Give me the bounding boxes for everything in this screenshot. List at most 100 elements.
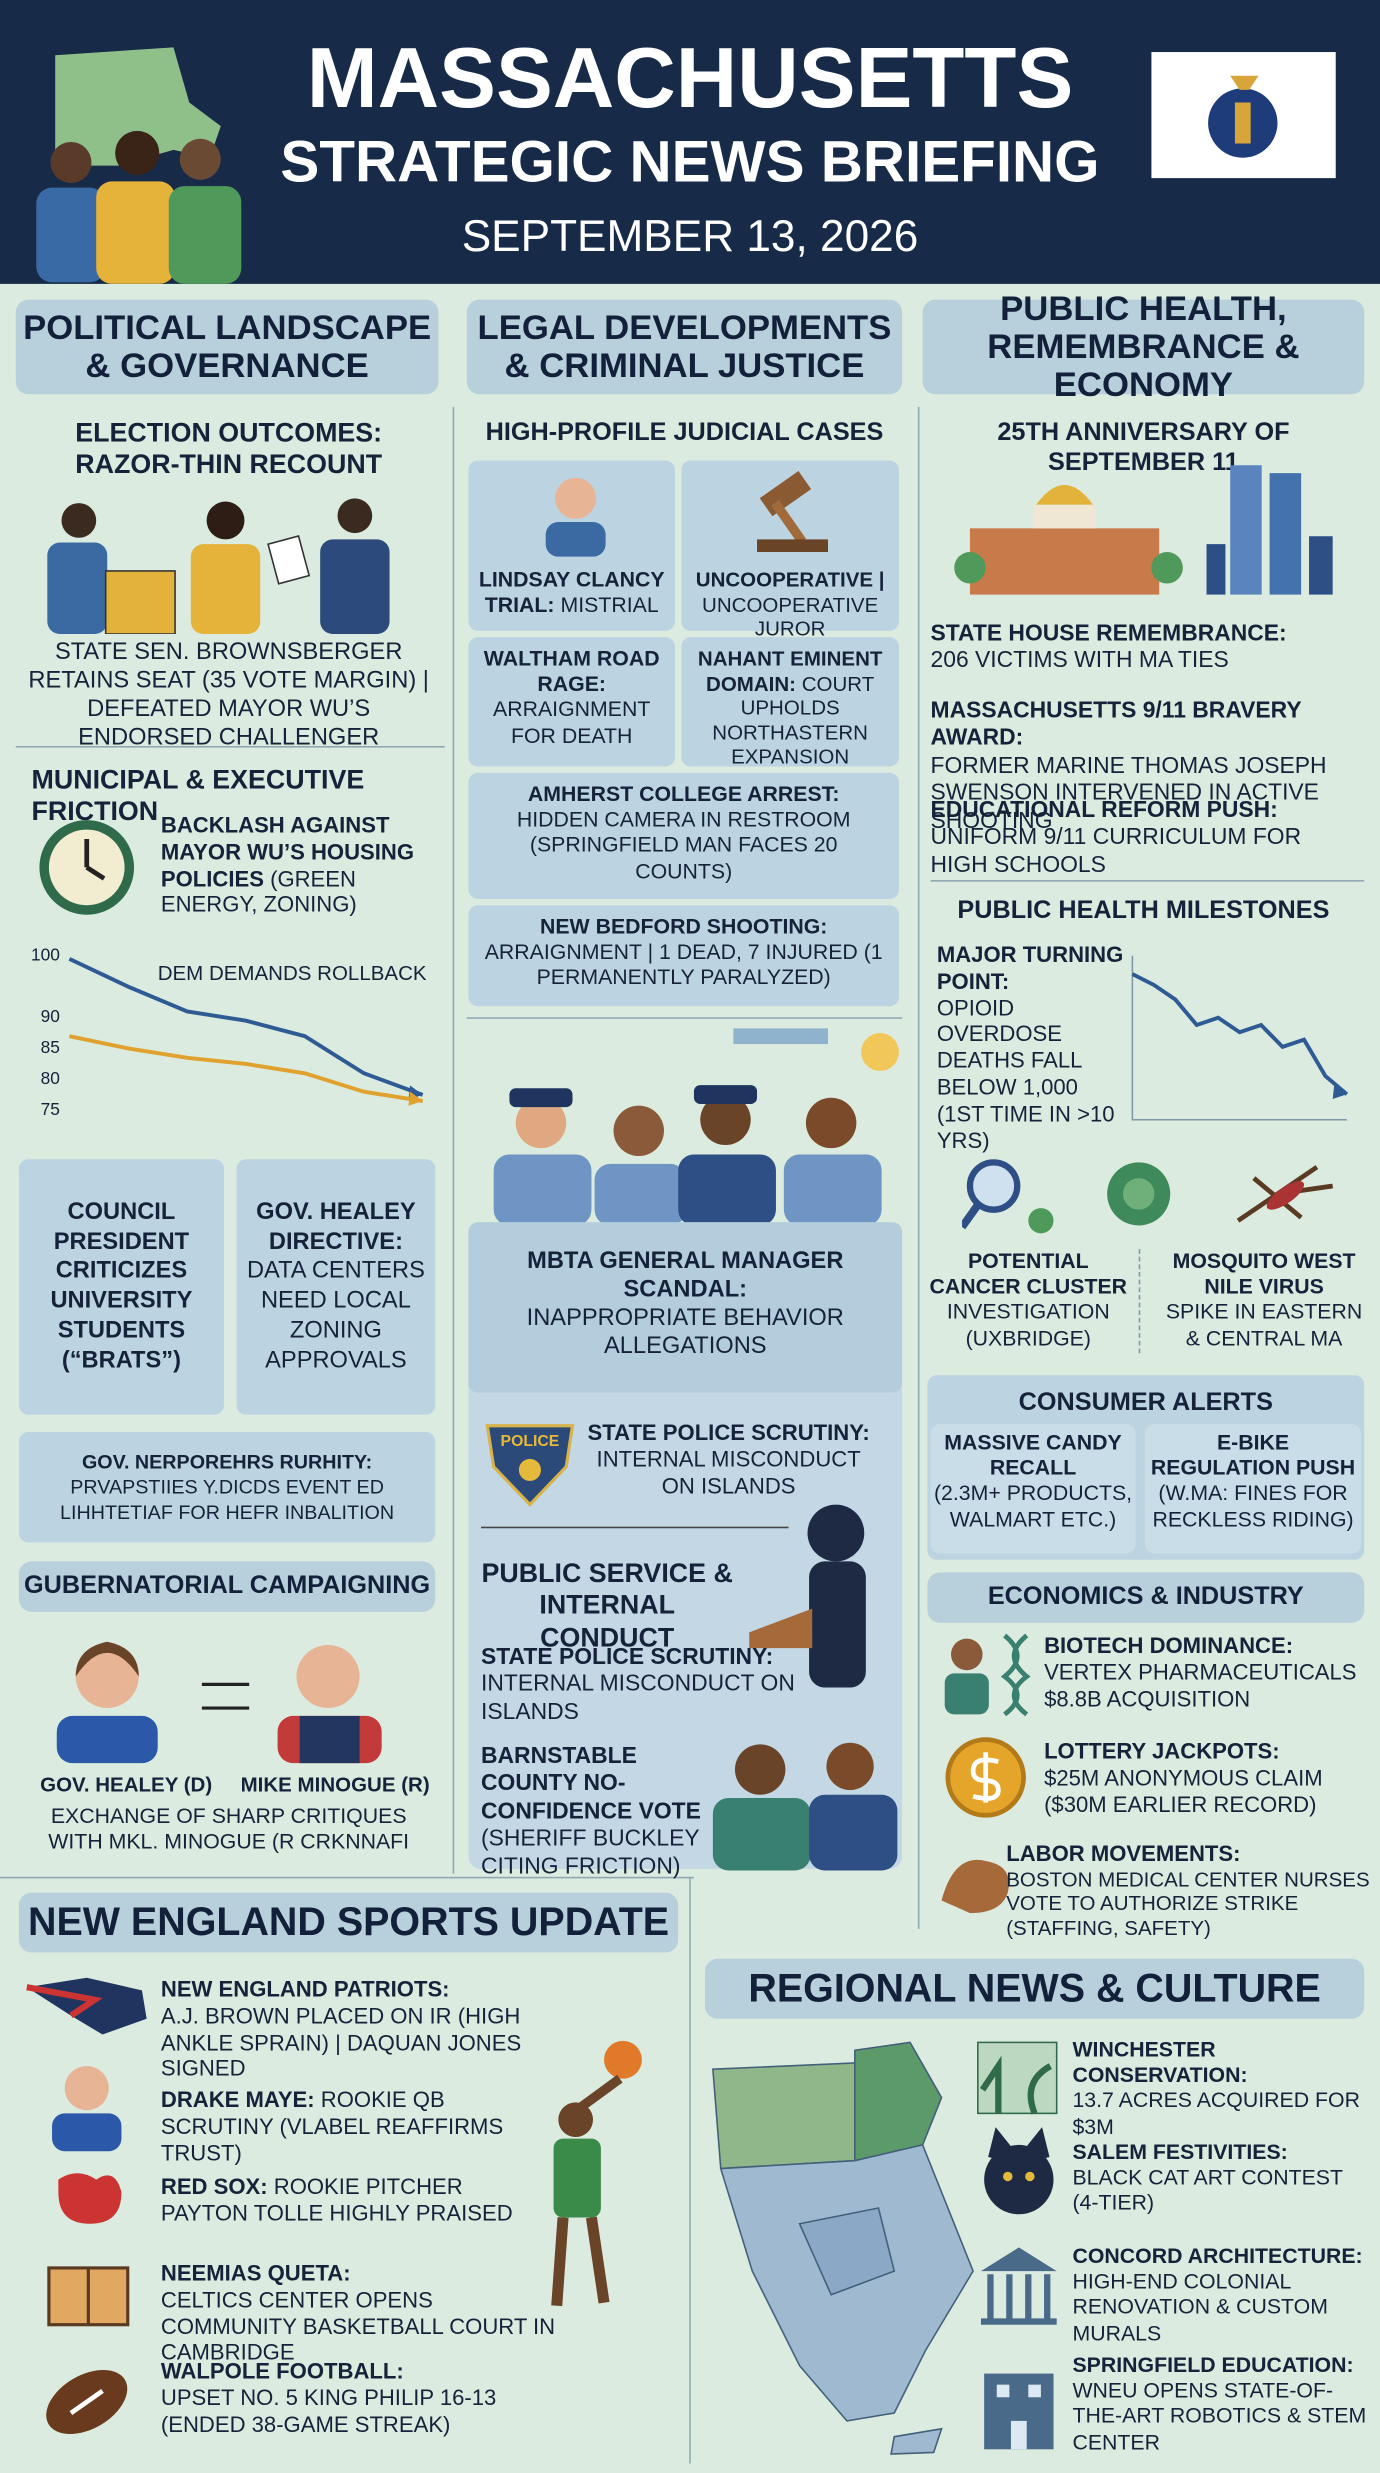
recall-title: MASSIVE CANDY RECALL <box>944 1430 1122 1480</box>
memorial-illustration <box>954 465 1333 595</box>
mosquito-text: SPIKE IN EASTERN & CENTRAL MA <box>1165 1300 1363 1350</box>
backlash-title: BACKLASH AGAINST MAYOR WU’S HOUSING POLI… <box>160 812 415 891</box>
divider <box>1138 1249 1141 1354</box>
directive: GOV. HEALEY DIRECTIVE: DATA CENTERS NEED … <box>237 1198 436 1375</box>
tower <box>1269 473 1302 595</box>
player-arm <box>576 2074 623 2113</box>
person <box>96 181 176 284</box>
remembrance-item: MASSACHUSETTS 9/11 BRAVERY AWARD: FORMER … <box>931 699 1365 836</box>
item-title: LOTTERY JACKPOTS: <box>1044 1738 1280 1764</box>
person <box>61 503 97 538</box>
y-tick-label: 80 <box>41 1068 60 1088</box>
candidate-label: GOV. HEALEY (D) <box>40 1772 213 1797</box>
cancer-text: INVESTIGATION (UXBRIDGE) <box>946 1300 1110 1350</box>
candidate-hair <box>75 1641 139 1677</box>
section-heading: PUBLIC HEALTH, REMEMBRANCE & ECONOMY <box>922 290 1365 403</box>
item-title: NEW ENGLAND PATRIOTS: <box>160 1976 450 2002</box>
map-region <box>712 2062 856 2170</box>
state-house <box>969 528 1160 595</box>
patriots-logo <box>26 1984 103 2019</box>
police2: STATE POLICE SCRUTINY: INTERNAL MISCONDU… <box>481 1645 796 1727</box>
opioid-title: MAJOR TURNING POINT: <box>936 941 1124 994</box>
item-title: DRAKE MAYE: <box>160 2086 315 2112</box>
case: AMHERST COLLEGE ARREST: HIDDEN CAMERA IN … <box>468 773 899 885</box>
divider <box>15 745 445 748</box>
police2-title: STATE POLICE SCRUTINY: <box>481 1644 774 1671</box>
tree <box>954 552 986 584</box>
magnifier <box>966 1159 1021 1213</box>
subheading: GUBERNATORIAL CAMPAIGNING <box>18 1561 436 1612</box>
officers-illustration <box>712 1742 898 1871</box>
directive-title: GOV. HEALEY DIRECTIVE: <box>256 1198 416 1255</box>
garbled-text: PRVAPSTIIES Y.DICDS EVENT ED LIHHTETIAF … <box>60 1476 395 1524</box>
regional-icons <box>977 2041 1058 2450</box>
barnstable-text: (SHERIFF BUCKLEY CITING FRICTION) <box>481 1826 700 1880</box>
person <box>50 141 92 183</box>
card: GOV. HEALEY DIRECTIVE: DATA CENTERS NEED … <box>236 1159 436 1415</box>
ebike: E-BIKE REGULATION PUSH (W.MA: FINES FOR R… <box>1145 1424 1361 1532</box>
colonial-columns <box>980 2274 1057 2325</box>
case-title: UNCOOPERATIVE | <box>695 567 885 592</box>
item-text: BOSTON MEDICAL CENTER NURSES VOTE TO AUT… <box>1006 1867 1370 1940</box>
tower <box>1230 465 1262 595</box>
badge-label: POLICE <box>501 1433 560 1450</box>
subheading: ELECTION OUTCOMES: RAZOR-THIN RECOUNT <box>75 417 383 481</box>
case-text: HIDDEN CAMERA IN RESTROOM (SPRINGFIELD M… <box>516 807 851 883</box>
divider <box>917 406 920 1929</box>
map-region <box>854 2041 943 2162</box>
candidate <box>296 1644 360 1709</box>
officer-illustration <box>749 1504 866 1688</box>
sports-item: DRAKE MAYE: ROOKIE QB SCRUTINY (VLABEL R… <box>161 2087 555 2166</box>
economy-item: BIOTECH DOMINANCE: VERTEX PHARMACEUTICALS… <box>1044 1632 1367 1711</box>
economy-item: LOTTERY JACKPOTS: $25M ANONYMOUS CLAIM ($… <box>1044 1738 1367 1817</box>
divider <box>689 1876 691 2464</box>
barnstable-title: BARNSTABLE COUNTY NO-CONFIDENCE VOTE <box>481 1744 701 1825</box>
mosquito: MOSQUITO WEST NILE VIRUS SPIKE IN EASTERN… <box>1164 1249 1364 1351</box>
gavel-handle <box>771 499 807 545</box>
sports-item: NEW ENGLAND PATRIOTS: A.J. BROWN PLACED O… <box>161 1976 587 2082</box>
sports-item: NEEMIAS QUETA: CELTICS CENTER OPENS COMMU… <box>161 2260 571 2366</box>
mbta-text: INAPPROPRIATE BEHAVIOR ALLEGATIONS <box>526 1304 844 1360</box>
tree <box>1151 552 1183 584</box>
case-card: NAHANT EMINENT DOMAIN: COURT UPHOLDS NOR… <box>681 637 899 769</box>
item-text: UNIFORM 9/11 CURRICULUM FOR HIGH SCHOOLS <box>930 825 1302 879</box>
item-text: ROOKIE QB SCRUTINY (VLABEL REAFFIRMS TRU… <box>160 2086 504 2165</box>
person <box>320 539 390 635</box>
line-series <box>68 1034 423 1103</box>
ebike-text: (W.MA: FINES FOR RECKLESS RIDING) <box>1152 1481 1354 1531</box>
sports-item: RED SOX: ROOKIE PITCHER PAYTON TOLLE HIG… <box>161 2173 524 2226</box>
candidates-illustration <box>56 1641 382 1764</box>
person <box>337 498 373 534</box>
divider <box>0 1876 694 1879</box>
helmet <box>807 1504 865 1562</box>
conservation <box>977 2041 1058 2115</box>
candidate <box>56 1715 158 1764</box>
state-shape <box>55 47 221 166</box>
line-series <box>68 957 424 1097</box>
card: MBTA GENERAL MANAGER SCANDAL: INAPPROPRIA… <box>468 1222 903 1393</box>
divider <box>481 1526 789 1529</box>
person <box>190 544 261 635</box>
clock-icon <box>39 820 135 915</box>
item-title: STATE HOUSE REMEMBRANCE: <box>930 621 1287 647</box>
item-title: WINCHESTER CONSERVATION: <box>1072 2037 1248 2087</box>
election-text: STATE SEN. BROWNSBERGER RETAINS SEAT (35… <box>28 638 429 751</box>
candidate-suit <box>299 1715 360 1764</box>
divider <box>466 1017 903 1019</box>
item-text: $25M ANONYMOUS CLAIM ($30M EARLIER RECOR… <box>1044 1764 1323 1817</box>
cancer: POTENTIAL CANCER CLUSTER INVESTIGATION (U… <box>924 1249 1132 1351</box>
item-title: WALPOLE FOOTBALL: <box>160 2357 404 2384</box>
clock-hands <box>84 839 106 881</box>
police-text: INTERNAL MISCONDUCT ON ISLANDS <box>596 1445 861 1498</box>
badge-star <box>518 1458 541 1481</box>
person <box>115 130 160 176</box>
regional-item: SPRINGFIELD EDUCATION: WNEU OPENS STATE-O… <box>1072 2353 1380 2455</box>
remembrance-item: STATE HOUSE REMEMBRANCE: 206 VICTIMS WITH… <box>931 621 1365 676</box>
basketball <box>604 2040 642 2079</box>
case-card: WALTHAM ROAD RAGE: ARRAIGNMENT FOR DEATH <box>468 637 676 767</box>
officer <box>809 1794 898 1871</box>
barnstable: BARNSTABLE COUNTY NO-CONFIDENCE VOTE (SHE… <box>481 1744 733 1881</box>
case: LINDSAY CLANCY TRIAL: MISTRIAL <box>472 568 672 619</box>
